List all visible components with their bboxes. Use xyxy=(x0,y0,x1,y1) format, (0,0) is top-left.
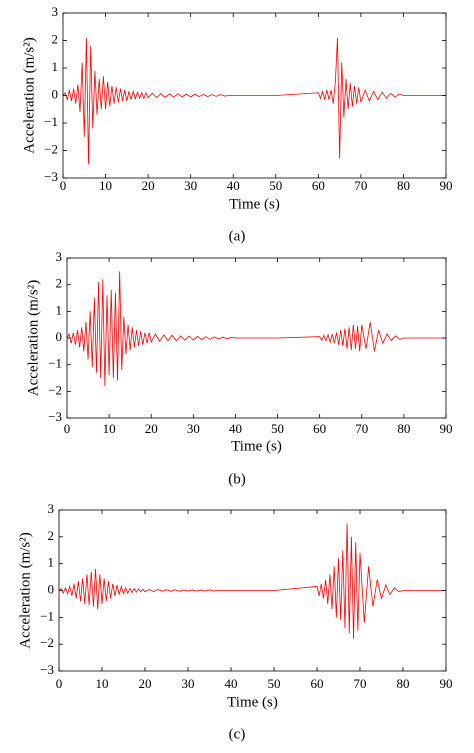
chart: 0 10 20 30 40 50 60 70 80 90 −3 −2 −1 0 1 2 3 Time (s) Acc… xyxy=(21,4,452,244)
y-tick-label: 0 xyxy=(48,581,55,596)
x-tick-label: 30 xyxy=(182,676,195,691)
x-tick-label: 10 xyxy=(99,178,112,193)
x-tick-label: 90 xyxy=(440,178,453,193)
y-tick-label: 3 xyxy=(56,249,63,264)
chart: 0 10 20 30 40 50 60 70 80 90 −3 −2 −1 0 1 2 3 Time (s) Acc… xyxy=(25,249,452,487)
x-tick-label: 20 xyxy=(145,421,158,436)
y-axis-title: Acceleration (m/s²) xyxy=(25,280,41,397)
y-axis-title: Acceleration (m/s²) xyxy=(17,532,33,649)
x-tick-label: 50 xyxy=(271,421,284,436)
x-tick-label: 40 xyxy=(225,676,238,691)
y-tick-label: 2 xyxy=(52,31,59,46)
y-tick-label: 1 xyxy=(56,302,63,317)
y-tick-label: 0 xyxy=(56,329,63,344)
y-tick-label: −2 xyxy=(48,382,62,397)
x-tick-label: 60 xyxy=(313,421,326,436)
x-tick-label: 70 xyxy=(355,421,368,436)
x-tick-label: 60 xyxy=(312,178,325,193)
signal-line xyxy=(62,37,446,165)
y-tick-label: −1 xyxy=(40,608,54,623)
y-tick-label: 2 xyxy=(48,528,55,543)
x-tick-label: 20 xyxy=(142,178,155,193)
x-tick-label: 0 xyxy=(60,178,67,193)
caption: (c) xyxy=(229,726,246,742)
x-tick-label: 0 xyxy=(56,676,63,691)
x-tick-label: 40 xyxy=(227,178,240,193)
y-tick-label: −3 xyxy=(48,409,62,424)
signal-line xyxy=(66,271,446,387)
x-tick-label: 30 xyxy=(184,178,197,193)
x-axis-title: Time (s) xyxy=(229,196,280,212)
y-tick-label: −2 xyxy=(44,141,58,156)
y-tick-label: −3 xyxy=(40,662,54,677)
y-tick-label: −1 xyxy=(48,356,62,371)
x-tick-label: 0 xyxy=(64,421,71,436)
y-tick-label: 3 xyxy=(52,4,59,19)
x-tick-label: 80 xyxy=(397,676,410,691)
chart: 0 10 20 30 40 50 60 70 80 90 −3 −2 −1 0 1 2 3 Time (s) Acc… xyxy=(17,501,452,742)
x-tick-label: 30 xyxy=(187,421,200,436)
y-tick-label: 2 xyxy=(56,276,63,291)
x-tick-label: 50 xyxy=(268,676,281,691)
x-tick-label: 80 xyxy=(397,421,410,436)
x-tick-label: 50 xyxy=(269,178,282,193)
y-tick-label: 0 xyxy=(52,86,59,101)
x-axis-title: Time (s) xyxy=(231,438,282,454)
x-tick-label: 10 xyxy=(96,676,109,691)
y-tick-label: 1 xyxy=(48,555,55,570)
y-tick-label: 3 xyxy=(48,501,55,516)
y-axis-title: Acceleration (m/s²) xyxy=(21,37,37,154)
signal-line xyxy=(58,523,446,639)
x-axis-title: Time (s) xyxy=(227,694,278,710)
caption: (b) xyxy=(228,471,246,487)
x-tick-label: 90 xyxy=(440,421,453,436)
caption: (a) xyxy=(229,228,246,244)
y-tick-label: −3 xyxy=(44,169,58,184)
x-tick-label: 80 xyxy=(397,178,410,193)
x-tick-label: 10 xyxy=(103,421,116,436)
x-tick-label: 40 xyxy=(229,421,242,436)
x-tick-label: 70 xyxy=(354,676,367,691)
y-tick-label: −1 xyxy=(44,114,58,129)
x-tick-label: 60 xyxy=(311,676,324,691)
y-tick-label: −2 xyxy=(40,635,54,650)
y-tick-label: 1 xyxy=(52,59,59,74)
x-tick-label: 20 xyxy=(139,676,152,691)
x-tick-label: 90 xyxy=(440,676,453,691)
x-tick-label: 70 xyxy=(354,178,367,193)
